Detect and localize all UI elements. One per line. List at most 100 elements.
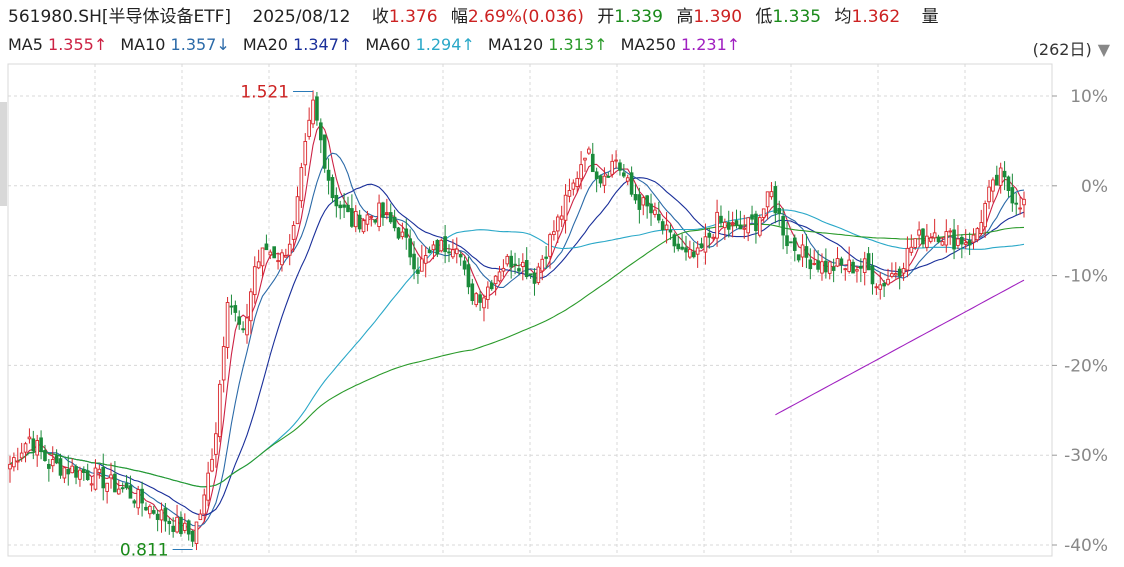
y-tick-label: -40% bbox=[1064, 536, 1108, 556]
candle-body bbox=[1006, 176, 1011, 191]
candle-body bbox=[392, 216, 397, 229]
ma60-label: MA60 bbox=[365, 35, 411, 54]
candle bbox=[812, 249, 817, 266]
candle-body bbox=[952, 229, 956, 250]
candle bbox=[284, 248, 288, 258]
candle-body bbox=[447, 251, 451, 254]
candle bbox=[684, 235, 688, 261]
candle-body bbox=[451, 249, 455, 258]
candle-body bbox=[878, 284, 883, 290]
chart-grid bbox=[7, 63, 1053, 557]
candle bbox=[101, 453, 106, 501]
candle-body bbox=[998, 167, 1003, 186]
candle-body bbox=[625, 177, 630, 182]
candle bbox=[660, 218, 665, 235]
candle bbox=[606, 172, 611, 178]
candle bbox=[241, 321, 245, 333]
candle-body bbox=[754, 213, 758, 232]
candle bbox=[905, 236, 910, 278]
candle bbox=[264, 234, 269, 251]
candle bbox=[847, 246, 851, 274]
candle-body bbox=[120, 487, 125, 490]
candle-body bbox=[128, 485, 133, 499]
candle bbox=[229, 294, 234, 315]
candle bbox=[897, 266, 902, 290]
candle-body bbox=[870, 265, 875, 285]
candle-body bbox=[264, 243, 269, 251]
candle-body bbox=[730, 223, 735, 226]
candle-body bbox=[183, 522, 187, 531]
candle-body bbox=[225, 302, 230, 348]
candle-body bbox=[726, 222, 731, 230]
ma120-label: MA120 bbox=[487, 35, 544, 54]
candle bbox=[781, 207, 785, 250]
candle bbox=[618, 159, 622, 176]
candle-body bbox=[423, 255, 428, 264]
candle-body bbox=[167, 520, 172, 525]
candle-body bbox=[1014, 202, 1019, 205]
candle-body bbox=[109, 474, 113, 479]
candle bbox=[789, 241, 793, 244]
candle-body bbox=[252, 266, 257, 296]
candle bbox=[730, 211, 735, 238]
candle bbox=[555, 214, 560, 244]
ma10-line bbox=[9, 152, 1025, 527]
candle bbox=[855, 265, 859, 283]
candle-body bbox=[575, 177, 580, 188]
candle bbox=[633, 184, 638, 204]
candle bbox=[1006, 175, 1011, 198]
candle-body bbox=[532, 272, 537, 284]
candle bbox=[594, 167, 599, 193]
candle-body bbox=[773, 186, 778, 214]
candle-body bbox=[295, 196, 300, 225]
ma20-line bbox=[9, 177, 1025, 517]
left-edge-scrollbar[interactable] bbox=[0, 102, 7, 206]
candle bbox=[78, 466, 82, 487]
candle-body bbox=[742, 227, 747, 230]
candle bbox=[439, 238, 444, 253]
candle bbox=[862, 251, 867, 286]
candle bbox=[711, 233, 716, 241]
ma20-label: MA20 bbox=[242, 35, 288, 54]
candle bbox=[750, 205, 754, 222]
low-value: 1.335 bbox=[772, 7, 822, 27]
candle bbox=[746, 217, 750, 242]
candle-body bbox=[831, 266, 836, 271]
period-selector-button[interactable]: (262日) ▼ bbox=[1033, 36, 1110, 60]
candle-body bbox=[140, 488, 144, 504]
candle bbox=[43, 444, 47, 462]
candle-body bbox=[190, 530, 195, 542]
candle-body bbox=[334, 194, 339, 207]
candle bbox=[35, 434, 40, 467]
candle bbox=[1002, 161, 1007, 191]
open-label: 开 bbox=[597, 7, 615, 27]
candle-body bbox=[299, 167, 304, 202]
candle bbox=[532, 268, 537, 296]
candle bbox=[109, 462, 113, 489]
candle-body bbox=[315, 96, 319, 121]
candle-body bbox=[688, 248, 692, 258]
candle-body bbox=[381, 202, 385, 218]
candle-body bbox=[74, 466, 78, 478]
candle bbox=[641, 195, 646, 216]
candle-body bbox=[528, 273, 533, 276]
candle-body bbox=[322, 134, 327, 169]
candle bbox=[435, 239, 440, 258]
candle bbox=[1014, 192, 1019, 215]
candle-body bbox=[501, 267, 506, 272]
candle bbox=[575, 171, 580, 193]
candle-body bbox=[439, 239, 444, 252]
candle-body bbox=[971, 234, 976, 243]
avg-value: 1.362 bbox=[851, 7, 901, 27]
candle-body bbox=[917, 229, 921, 236]
candle bbox=[385, 198, 389, 220]
candle-body bbox=[804, 246, 809, 258]
candle bbox=[66, 455, 71, 486]
candle-body bbox=[680, 246, 684, 250]
candle bbox=[816, 250, 820, 273]
candle bbox=[451, 239, 455, 260]
candle-body bbox=[513, 263, 517, 266]
candle-body bbox=[58, 458, 63, 476]
candle-body bbox=[268, 251, 273, 256]
